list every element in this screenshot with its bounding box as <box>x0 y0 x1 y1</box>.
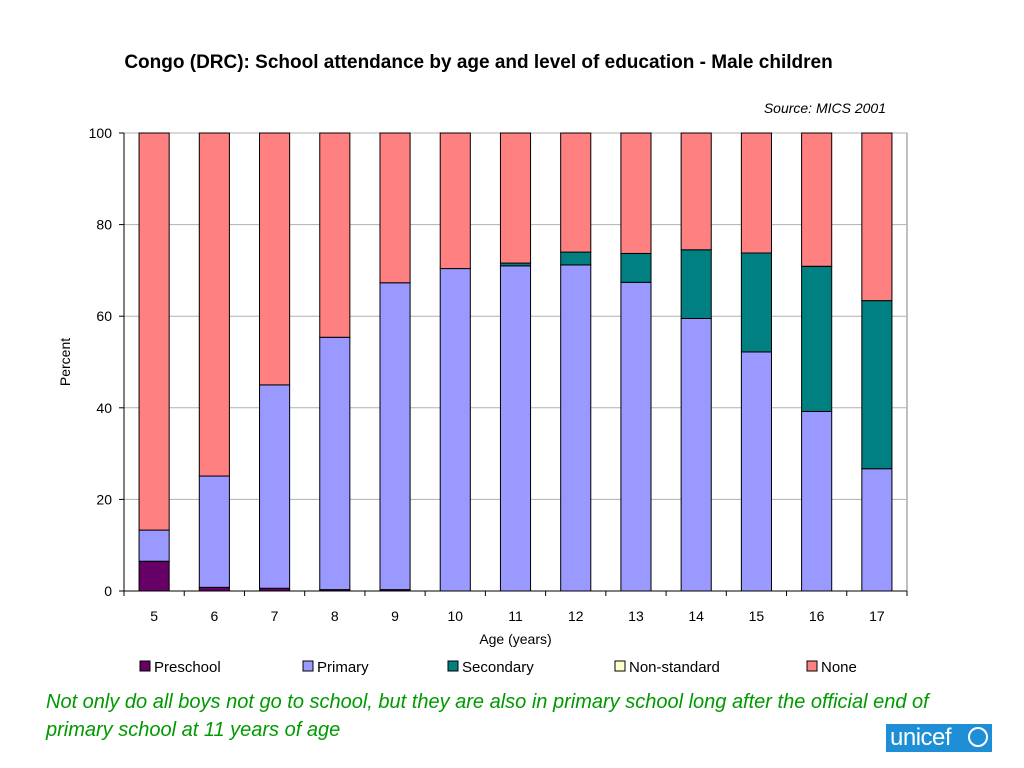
bar-segment-none <box>439 132 471 270</box>
legend-swatch-primary <box>302 660 314 672</box>
bar-segment-primary <box>620 281 652 592</box>
y-tick-label: 80 <box>96 217 112 233</box>
bar-segment-primary <box>259 384 291 589</box>
bar-segment-none <box>560 132 592 253</box>
source-note: Source: MICS 2001 <box>763 100 886 116</box>
x-tick-label: 6 <box>210 608 218 624</box>
x-tick-label: 16 <box>809 608 825 624</box>
bar-segment-primary <box>138 529 170 562</box>
chart-title: Congo (DRC): School attendance by age an… <box>124 52 833 73</box>
bar-segment-primary <box>379 282 411 591</box>
x-tick-label: 14 <box>688 608 704 624</box>
x-tick-label: 10 <box>447 608 463 624</box>
bar-segment-secondary <box>861 300 893 470</box>
x-axis-label: Age (years) <box>479 631 551 647</box>
bar-segment-none <box>801 132 833 267</box>
y-tick-label: 60 <box>96 308 112 324</box>
legend-label: Preschool <box>154 659 221 676</box>
stacked-bar-chart: 0 20 40 60 80 100 5 6 7 8 9 10 11 12 13 14 15 16 17 Age (ye… <box>57 125 908 676</box>
x-tick-label: 12 <box>568 608 584 624</box>
legend-swatch-none <box>806 660 818 672</box>
legend-label: Primary <box>317 659 369 676</box>
bar-segment-secondary <box>740 252 772 353</box>
x-tick-label: 7 <box>271 608 279 624</box>
y-tick-label: 100 <box>89 125 113 141</box>
globe-icon <box>968 727 988 747</box>
y-axis-label: Percent <box>57 338 73 386</box>
caption-text: Not only do all boys not go to school, b… <box>46 691 929 741</box>
legend-swatch-non-standard <box>614 660 626 672</box>
bar-segment-primary <box>740 351 772 592</box>
bar-segment-secondary <box>560 251 592 266</box>
unicef-logo: unicef <box>886 724 992 752</box>
bar-segment-none <box>680 132 712 251</box>
bar-segment-none <box>379 132 411 284</box>
legend-swatch-preschool <box>139 660 151 672</box>
y-tick-label: 40 <box>96 400 112 416</box>
bar-segment-primary <box>319 336 351 591</box>
x-tick-label: 13 <box>628 608 644 624</box>
x-tick-label: 11 <box>508 608 523 624</box>
bar-segment-none <box>499 132 532 264</box>
logo-text: unicef <box>890 724 952 751</box>
y-tick-label: 20 <box>96 491 112 507</box>
legend-label: Secondary <box>462 659 534 676</box>
bar-segment-secondary <box>680 249 712 319</box>
bar-segment-secondary <box>801 265 833 412</box>
legend-label: None <box>821 659 857 676</box>
x-tick-label: 17 <box>869 608 885 624</box>
bar-segment-secondary <box>620 252 652 283</box>
bar-segment-primary <box>861 468 893 592</box>
bar-segment-primary <box>801 410 833 592</box>
legend-swatch-secondary <box>447 660 459 672</box>
bar-segment-none <box>319 132 351 338</box>
legend-label: Non-standard <box>629 659 720 676</box>
bar-segment-preschool <box>198 586 230 592</box>
x-tick-label: 9 <box>391 608 399 624</box>
bar-segment-primary <box>499 265 532 592</box>
bar-segment-none <box>740 132 772 254</box>
bar-segment-none <box>259 132 291 386</box>
x-tick-label: 15 <box>749 608 765 624</box>
bar-segment-primary <box>439 268 471 592</box>
bar-segment-none <box>198 132 230 477</box>
bar-segment-none <box>861 132 893 302</box>
x-tick-label: 5 <box>150 608 158 624</box>
bar-segment-none <box>620 132 652 254</box>
bar-segment-primary <box>560 264 592 592</box>
y-tick-label: 0 <box>104 583 112 599</box>
bar-segment-primary <box>680 317 712 592</box>
bar-segment-preschool <box>138 560 170 592</box>
bar-segment-none <box>138 132 170 531</box>
bar-segment-primary <box>198 475 230 588</box>
x-tick-label: 8 <box>331 608 339 624</box>
